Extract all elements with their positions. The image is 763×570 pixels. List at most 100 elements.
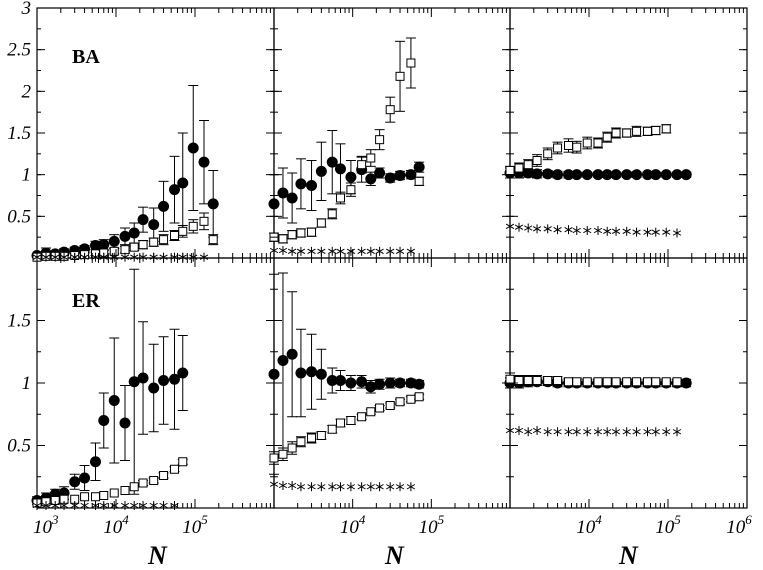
data-point-circle xyxy=(158,200,170,212)
data-point-square xyxy=(178,226,188,236)
data-point-circle xyxy=(542,168,554,180)
asterisk-stroke xyxy=(287,482,297,489)
x-axis-label-col-3: N xyxy=(618,541,639,570)
data-point-circle xyxy=(334,375,346,386)
data-point-square xyxy=(346,416,356,425)
data-point-circle xyxy=(98,239,110,251)
asterisk-stroke xyxy=(287,248,297,255)
data-point-square xyxy=(287,443,297,453)
data-point-circle xyxy=(137,372,149,384)
data-point-asterisk xyxy=(514,426,524,435)
data-point-square xyxy=(327,209,337,219)
data-point-square xyxy=(296,228,306,238)
data-point-asterisk xyxy=(41,252,51,262)
data-point-circle xyxy=(108,395,120,406)
data-point-circle xyxy=(394,377,406,389)
data-point-asterisk xyxy=(41,501,51,510)
data-point-asterisk xyxy=(505,426,515,435)
data-point-circle xyxy=(119,230,131,242)
data-point-circle xyxy=(177,367,189,379)
data-point-square xyxy=(138,240,148,250)
data-point-square xyxy=(120,486,130,495)
asterisk-stroke xyxy=(130,502,139,509)
asterisk-stroke xyxy=(375,248,384,255)
y-tick-label: 0.5 xyxy=(7,206,31,227)
data-point-square xyxy=(199,216,209,226)
x-tick-label: 104 xyxy=(576,512,602,538)
data-point-circle xyxy=(207,198,219,210)
data-point-asterisk xyxy=(307,482,316,492)
data-point-square xyxy=(514,376,524,385)
asterisk-stroke xyxy=(564,429,573,435)
data-point-asterisk xyxy=(375,246,384,256)
data-point-square xyxy=(642,377,652,387)
data-point-circle xyxy=(128,227,140,239)
x-tick-label: 104 xyxy=(103,512,129,538)
x-tick-label: 105 xyxy=(655,512,681,538)
data-point-asterisk xyxy=(386,482,395,492)
data-point-circle xyxy=(650,169,662,181)
asterisk-stroke xyxy=(357,248,366,255)
y-tick-label: 2 xyxy=(22,81,32,102)
data-point-asterisk xyxy=(532,426,542,435)
data-point-square xyxy=(406,394,416,404)
data-point-square xyxy=(672,377,682,387)
data-point-square xyxy=(632,377,642,387)
asterisk-stroke xyxy=(317,248,326,255)
data-point-asterisk xyxy=(643,227,652,237)
data-point-circle xyxy=(268,198,280,210)
data-point-square xyxy=(395,397,405,407)
data-point-circle xyxy=(326,156,338,168)
data-point-asterisk xyxy=(336,482,345,492)
data-point-asterisk xyxy=(59,501,69,510)
asterisk-stroke xyxy=(572,429,581,435)
data-point-square xyxy=(602,377,612,387)
data-point-square xyxy=(287,230,297,240)
data-point-square xyxy=(611,128,621,138)
data-point-square xyxy=(414,176,424,186)
data-point-square xyxy=(90,492,100,502)
data-point-square xyxy=(572,142,582,152)
data-point-circle xyxy=(621,169,633,181)
data-point-circle xyxy=(119,417,131,429)
asterisk-stroke xyxy=(307,484,316,490)
data-point-asterisk xyxy=(632,427,641,437)
data-point-circle xyxy=(413,161,425,173)
y-tick-label: 1.5 xyxy=(7,311,31,332)
data-point-circle xyxy=(268,368,280,380)
data-point-square xyxy=(99,491,109,500)
data-point-asterisk xyxy=(296,482,306,492)
data-point-circle xyxy=(405,377,417,389)
data-point-asterisk xyxy=(366,246,375,256)
asterisk-stroke xyxy=(386,484,395,490)
data-point-asterisk xyxy=(583,226,592,235)
y-tick-label: 2.5 xyxy=(7,40,31,61)
data-point-asterisk xyxy=(505,221,515,231)
asterisk-stroke xyxy=(505,223,515,230)
data-point-asterisk xyxy=(130,252,139,262)
data-point-circle xyxy=(326,375,338,386)
asterisk-stroke xyxy=(317,484,326,490)
data-point-square xyxy=(553,143,563,153)
data-point-circle xyxy=(69,476,81,488)
asterisk-stroke xyxy=(110,502,119,509)
asterisk-stroke xyxy=(603,429,612,435)
data-point-square xyxy=(188,221,198,231)
asterisk-stroke xyxy=(514,224,524,230)
data-point-circle xyxy=(148,382,160,394)
asterisk-stroke xyxy=(120,254,130,260)
data-point-square xyxy=(159,235,169,245)
data-point-asterisk xyxy=(564,225,573,235)
asterisk-stroke xyxy=(120,502,130,509)
data-point-circle xyxy=(405,169,417,181)
asterisk-stroke xyxy=(110,254,119,260)
data-point-asterisk xyxy=(672,228,682,238)
asterisk-stroke xyxy=(406,248,416,255)
data-point-square xyxy=(366,407,376,417)
data-point-asterisk xyxy=(189,252,198,262)
data-point-square xyxy=(296,437,306,447)
data-point-circle xyxy=(365,173,377,185)
data-point-circle xyxy=(374,167,386,179)
data-point-circle xyxy=(137,214,149,226)
data-point-circle xyxy=(610,169,622,181)
